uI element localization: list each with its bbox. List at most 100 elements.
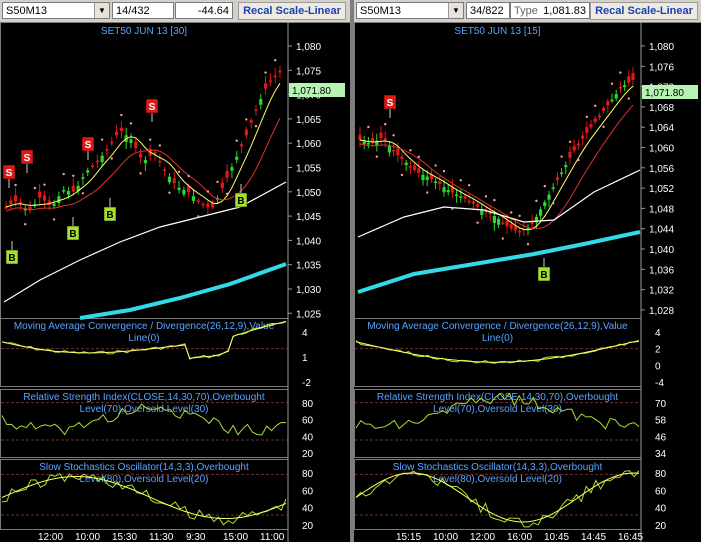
chevron-down-icon[interactable]: ▼ xyxy=(94,3,109,18)
candle-body xyxy=(4,206,8,209)
last-price-label: 1,071.80 xyxy=(645,88,684,99)
sto-title: Slow Stochastics Oscillator(14,3,3),Over… xyxy=(39,462,249,473)
sto-tick-label: 60 xyxy=(302,486,314,497)
moving-average-mid-line xyxy=(5,117,281,212)
parabolic-sar-dot xyxy=(493,198,496,202)
candle-body xyxy=(555,177,559,180)
candle-body xyxy=(196,200,200,202)
signal-label: S xyxy=(6,168,13,179)
parabolic-sar-dot xyxy=(177,170,181,173)
candle-body xyxy=(564,165,568,168)
candle-body xyxy=(23,208,27,211)
parabolic-sar-dot xyxy=(24,223,27,226)
chart-title: SET50 JUN 13 [30] xyxy=(101,26,187,37)
last-price-tag xyxy=(642,85,698,99)
sto-tick-label: 20 xyxy=(655,521,667,532)
candle-body xyxy=(110,141,114,144)
price-tick-label: 1,035 xyxy=(296,261,321,272)
candle-body xyxy=(492,216,496,224)
candle-body xyxy=(509,224,513,229)
candle-body xyxy=(400,156,404,159)
chevron-down-icon[interactable]: ▼ xyxy=(448,3,463,18)
parabolic-sar-dot xyxy=(235,139,238,142)
candle-body xyxy=(138,153,143,158)
time-tick-label: 12:00 xyxy=(38,532,63,542)
rsi-line xyxy=(355,392,640,430)
candle-body xyxy=(220,182,224,189)
price-tick-label: 1,080 xyxy=(296,42,321,53)
chart-canvas[interactable]: SET50 JUN 13 [15]1,0801,0761,0721,0681,0… xyxy=(354,22,701,542)
parabolic-sar-dot xyxy=(451,207,454,210)
rsi-tick-label: 40 xyxy=(302,432,314,443)
price-tick-label: 1,056 xyxy=(649,164,674,175)
candle-body xyxy=(581,135,585,139)
candle-body xyxy=(33,204,37,206)
symbol-value: S50M13 xyxy=(6,5,47,17)
price-tick-label: 1,076 xyxy=(649,62,674,73)
candle-body xyxy=(442,187,446,193)
candle-body xyxy=(501,222,505,224)
candle-body xyxy=(182,189,186,195)
candle-body xyxy=(18,201,23,204)
candle-body xyxy=(379,132,383,139)
candle-body xyxy=(614,94,618,99)
candle-body xyxy=(362,141,366,145)
candle-body xyxy=(167,176,172,183)
parabolic-sar-dot xyxy=(501,237,504,240)
macd-tick-label: -4 xyxy=(655,378,664,389)
chart-canvas[interactable]: SET50 JUN 13 [30]1,0801,0751,0701,0651,0… xyxy=(0,22,350,542)
parabolic-sar-dot xyxy=(585,115,588,119)
candle-body xyxy=(450,186,454,193)
sto-subtitle: Level(80),Oversold Level(20) xyxy=(433,474,562,485)
recal-scale-button[interactable]: Recal Scale-Linear xyxy=(238,2,346,20)
candle-body xyxy=(158,160,162,163)
parabolic-sar-dot xyxy=(484,195,488,198)
candle-body xyxy=(425,176,429,180)
symbol-select[interactable]: S50M13 ▼ xyxy=(2,2,110,19)
candle-body xyxy=(371,137,375,144)
parabolic-sar-dot xyxy=(543,184,546,188)
sto-tick-label: 60 xyxy=(655,486,667,497)
candle-body xyxy=(602,107,606,111)
price-tick-label: 1,060 xyxy=(649,144,674,155)
parabolic-sar-dot xyxy=(81,192,85,195)
rsi-title: Relative Strength Index(CLOSE,14,30,70),… xyxy=(23,392,264,403)
candle-body xyxy=(114,131,119,136)
type-field: Type 1,081.83 xyxy=(510,2,590,19)
candle-body xyxy=(459,196,463,198)
macd-signal-line xyxy=(1,320,287,359)
candle-body xyxy=(100,155,104,163)
price-tick-label: 1,028 xyxy=(649,306,674,317)
symbol-select[interactable]: S50M13 ▼ xyxy=(356,2,464,19)
parabolic-sar-dot xyxy=(245,118,248,121)
candle-body xyxy=(129,139,133,143)
moving-average-mid-line xyxy=(359,104,634,230)
recal-scale-button[interactable]: Recal Scale-Linear xyxy=(590,2,698,20)
candle-body xyxy=(28,206,32,211)
candle-body xyxy=(572,146,576,151)
candle-body xyxy=(593,118,597,122)
candle-body xyxy=(268,80,272,82)
price-tick-label: 1,048 xyxy=(649,204,674,215)
candle-body xyxy=(249,120,253,123)
candle-body xyxy=(177,187,181,191)
parabolic-sar-dot xyxy=(594,104,597,108)
parabolic-sar-dot xyxy=(129,122,133,125)
type-value: 1,081.83 xyxy=(543,5,586,17)
rsi-title: Relative Strength Index(CLOSE,14,30,70),… xyxy=(377,392,618,403)
candle-body xyxy=(358,134,362,140)
parabolic-sar-dot xyxy=(510,211,513,214)
pane-divider[interactable] xyxy=(350,0,354,542)
candle-body xyxy=(14,195,18,202)
sto-tick-label: 20 xyxy=(302,521,314,532)
moving-average-fast-line xyxy=(5,83,281,208)
change-value: -44.64 xyxy=(197,5,229,17)
candle-body xyxy=(259,99,263,105)
candle-body xyxy=(576,143,580,146)
counter-field: 34/822 xyxy=(466,2,510,19)
price-tick-label: 1,055 xyxy=(296,164,321,175)
parabolic-sar-dot xyxy=(602,125,605,128)
macd-title: Moving Average Convergence / Divergence(… xyxy=(14,321,275,332)
parabolic-sar-dot xyxy=(610,82,614,85)
parabolic-sar-dot xyxy=(409,149,412,152)
